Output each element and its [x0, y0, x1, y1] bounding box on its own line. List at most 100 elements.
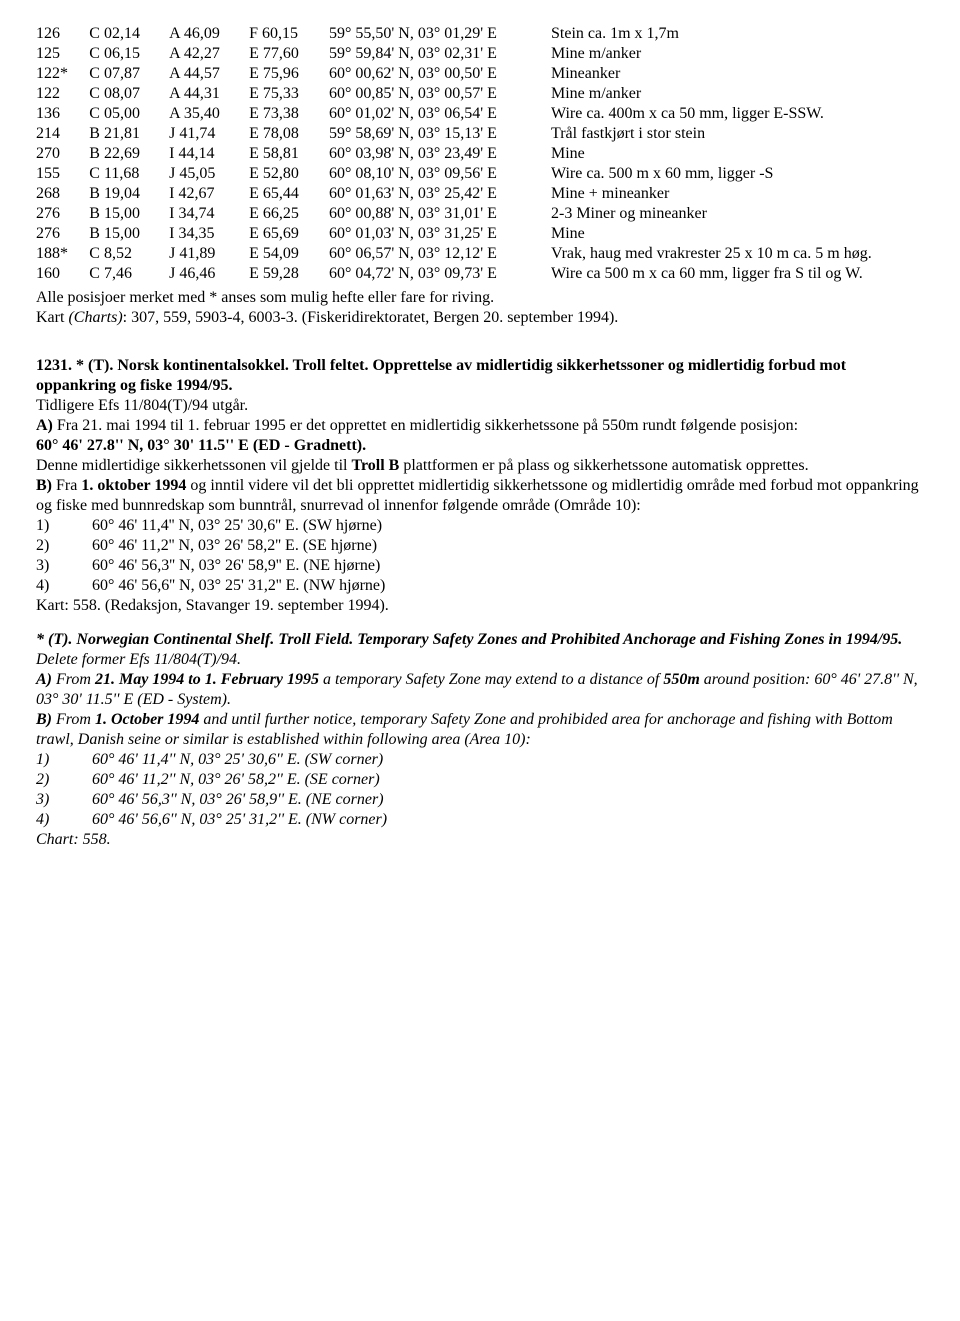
- sec1-A-text: Fra 21. mai 1994 til 1. februar 1995 er …: [53, 417, 798, 434]
- cell: 60° 06,57' N, 03° 12,12' E: [329, 244, 551, 264]
- table-row: 136C 05,00A 35,40E 73,3860° 01,02' N, 03…: [36, 104, 924, 124]
- cell: E 59,28: [249, 264, 329, 284]
- cell: Mine + mineanker: [551, 184, 924, 204]
- cell: 2-3 Miner og mineanker: [551, 204, 924, 224]
- cell: Mine: [551, 144, 924, 164]
- table-row: 125C 06,15A 42,27E 77,6059° 59,84' N, 03…: [36, 44, 924, 64]
- cell: 60° 00,88' N, 03° 31,01' E: [329, 204, 551, 224]
- cell: 60° 03,98' N, 03° 23,49' E: [329, 144, 551, 164]
- cell: 125: [36, 44, 89, 64]
- corner-item: 2)60° 46' 11,2'' N, 03° 26' 58,2'' E. (S…: [36, 770, 924, 790]
- cell: E 66,25: [249, 204, 329, 224]
- cell: C 02,14: [89, 24, 169, 44]
- cell: Mine m/anker: [551, 44, 924, 64]
- cell: Vrak, haug med vrakrester 25 x 10 m ca. …: [551, 244, 924, 264]
- cell: C 11,68: [89, 164, 169, 184]
- cell: E 65,69: [249, 224, 329, 244]
- cell: Mineanker: [551, 64, 924, 84]
- table-row: 276B 15,00I 34,74E 66,2560° 00,88' N, 03…: [36, 204, 924, 224]
- cell: 60° 01,63' N, 03° 25,42' E: [329, 184, 551, 204]
- corner-coord: 60° 46' 11,2'' N, 03° 26' 58,2'' E. (SE …: [64, 536, 377, 556]
- sec1-A-after-bold: Troll B: [351, 457, 399, 474]
- cell: J 45,05: [169, 164, 249, 184]
- sec1-B-pre: Fra: [52, 477, 81, 494]
- table-row: 122C 08,07A 44,31E 75,3360° 00,85' N, 03…: [36, 84, 924, 104]
- sec2-chart: Chart: 558.: [36, 830, 924, 850]
- sec1-A-label: A): [36, 417, 53, 434]
- cell: B 15,00: [89, 204, 169, 224]
- cell: 122: [36, 84, 89, 104]
- corner-coord: 60° 46' 56,6'' N, 03° 25' 31,2'' E. (NW …: [64, 810, 387, 830]
- cell: B 19,04: [89, 184, 169, 204]
- corner-item: 4)60° 46' 56,6'' N, 03° 25' 31,2'' E. (N…: [36, 810, 924, 830]
- corner-num: 3): [36, 556, 64, 576]
- table-row: 188*C 8,52J 41,89E 54,0960° 06,57' N, 03…: [36, 244, 924, 264]
- sec2-line1: Delete former Efs 11/804(T)/94.: [36, 650, 924, 670]
- sec2-title: * (T). Norwegian Continental Shelf. Trol…: [36, 630, 924, 650]
- cell: Wire ca. 500 m x 60 mm, ligger -S: [551, 164, 924, 184]
- cell: 59° 58,69' N, 03° 15,13' E: [329, 124, 551, 144]
- table-row: 268B 19,04I 42,67E 65,4460° 01,63' N, 03…: [36, 184, 924, 204]
- cell: A 42,27: [169, 44, 249, 64]
- cell: E 73,38: [249, 104, 329, 124]
- cell: A 44,57: [169, 64, 249, 84]
- cell: 60° 01,03' N, 03° 31,25' E: [329, 224, 551, 244]
- cell: E 78,08: [249, 124, 329, 144]
- cell: C 07,87: [89, 64, 169, 84]
- sec2-B-label: B): [36, 711, 52, 728]
- cell: 126: [36, 24, 89, 44]
- cell: 214: [36, 124, 89, 144]
- cell: B 22,69: [89, 144, 169, 164]
- cell: E 75,33: [249, 84, 329, 104]
- cell: A 35,40: [169, 104, 249, 124]
- sec1-kart: Kart: 558. (Redaksjon, Stavanger 19. sep…: [36, 596, 924, 616]
- cell: I 34,35: [169, 224, 249, 244]
- cell: 268: [36, 184, 89, 204]
- sec2-A-pre: From: [52, 671, 95, 688]
- section-1231-nor: 1231. * (T). Norsk kontinentalsokkel. Tr…: [36, 356, 924, 616]
- sec2-B-b1: 1. October 1994: [95, 711, 199, 728]
- cell: 136: [36, 104, 89, 124]
- cell: E 54,09: [249, 244, 329, 264]
- sec2-A-label: A): [36, 671, 52, 688]
- cell: 276: [36, 224, 89, 244]
- corner-coord: 60° 46' 56,3'' N, 03° 26' 58,9'' E. (NE …: [64, 556, 380, 576]
- sec1-A-after-pre: Denne midlertidige sikkerhetssonen vil g…: [36, 457, 351, 474]
- table-row: 122*C 07,87A 44,57E 75,9660° 00,62' N, 0…: [36, 64, 924, 84]
- sec1-title: 1231. * (T). Norsk kontinentalsokkel. Tr…: [36, 356, 924, 396]
- cell: 276: [36, 204, 89, 224]
- cell: 60° 00,62' N, 03° 00,50' E: [329, 64, 551, 84]
- table-row: 126C 02,14A 46,09F 60,1559° 55,50' N, 03…: [36, 24, 924, 44]
- sec1-B-bold: 1. oktober 1994: [81, 477, 186, 494]
- cell: Mine: [551, 224, 924, 244]
- sec1-corner-list: 1)60° 46' 11,4'' N, 03° 25' 30,6'' E. (S…: [36, 516, 924, 596]
- corner-coord: 60° 46' 11,4'' N, 03° 25' 30,6'' E. (SW …: [64, 516, 382, 536]
- corner-num: 1): [36, 750, 64, 770]
- sec1-A: A) Fra 21. mai 1994 til 1. februar 1995 …: [36, 416, 924, 436]
- footnote-text: Alle posisjoer merket med * anses som mu…: [36, 289, 494, 306]
- cell: I 42,67: [169, 184, 249, 204]
- corner-num: 4): [36, 810, 64, 830]
- cell: 60° 08,10' N, 03° 09,56' E: [329, 164, 551, 184]
- cell: J 41,89: [169, 244, 249, 264]
- corner-item: 4)60° 46' 56,6'' N, 03° 25' 31,2'' E. (N…: [36, 576, 924, 596]
- cell: C 7,46: [89, 264, 169, 284]
- corner-num: 3): [36, 790, 64, 810]
- cell: Wire ca 500 m x ca 60 mm, ligger fra S t…: [551, 264, 924, 284]
- corner-item: 3)60° 46' 56,3'' N, 03° 26' 58,9'' E. (N…: [36, 556, 924, 576]
- corner-num: 4): [36, 576, 64, 596]
- cell: Wire ca. 400m x ca 50 mm, ligger E-SSW.: [551, 104, 924, 124]
- charts-suffix: : 307, 559, 5903-4, 6003-3. (Fiskeridire…: [123, 309, 619, 326]
- cell: C 8,52: [89, 244, 169, 264]
- sec2-A-b1: 21. May 1994 to 1. February 1995: [95, 671, 319, 688]
- cell: Stein ca. 1m x 1,7m: [551, 24, 924, 44]
- table-row: 214B 21,81J 41,74E 78,0859° 58,69' N, 03…: [36, 124, 924, 144]
- corner-item: 2)60° 46' 11,2'' N, 03° 26' 58,2'' E. (S…: [36, 536, 924, 556]
- cell: F 60,15: [249, 24, 329, 44]
- charts-italic: (Charts): [68, 309, 122, 326]
- table-row: 276B 15,00I 34,35E 65,6960° 01,03' N, 03…: [36, 224, 924, 244]
- cell: J 41,74: [169, 124, 249, 144]
- sec1-A-coord: 60° 46' 27.8'' N, 03° 30' 11.5'' E (ED -…: [36, 436, 924, 456]
- corner-num: 2): [36, 770, 64, 790]
- corner-coord: 60° 46' 56,6'' N, 03° 25' 31,2'' E. (NW …: [64, 576, 385, 596]
